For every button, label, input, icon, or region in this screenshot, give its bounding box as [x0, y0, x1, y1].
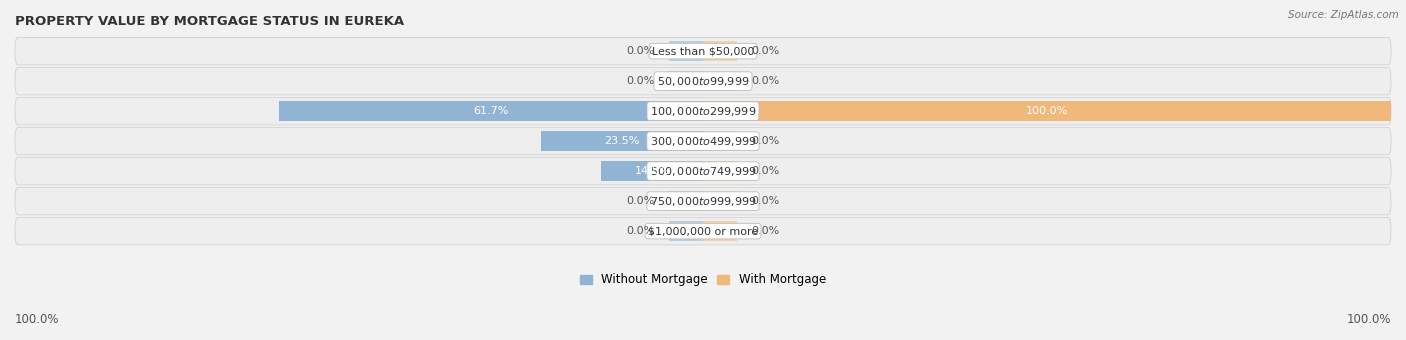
Text: 61.7%: 61.7% [472, 106, 509, 116]
Bar [669, 41, 703, 61]
Text: 0.0%: 0.0% [627, 226, 655, 236]
Text: 0.0%: 0.0% [627, 76, 655, 86]
Bar [541, 131, 703, 151]
Bar [703, 71, 737, 91]
Text: $50,000 to $99,999: $50,000 to $99,999 [657, 74, 749, 88]
Bar [669, 191, 703, 211]
Text: 0.0%: 0.0% [627, 46, 655, 56]
Text: 0.0%: 0.0% [751, 166, 779, 176]
Bar [669, 221, 703, 241]
Bar [703, 101, 1391, 121]
Text: 100.0%: 100.0% [15, 313, 59, 326]
Text: 23.5%: 23.5% [605, 136, 640, 146]
Text: $500,000 to $749,999: $500,000 to $749,999 [650, 165, 756, 177]
Text: 0.0%: 0.0% [751, 196, 779, 206]
Text: Less than $50,000: Less than $50,000 [652, 46, 754, 56]
FancyBboxPatch shape [15, 157, 1391, 185]
Text: $100,000 to $299,999: $100,000 to $299,999 [650, 105, 756, 118]
Legend: Without Mortgage, With Mortgage: Without Mortgage, With Mortgage [581, 273, 825, 286]
FancyBboxPatch shape [15, 187, 1391, 215]
Text: 14.8%: 14.8% [634, 166, 669, 176]
FancyBboxPatch shape [15, 67, 1391, 95]
Bar [703, 191, 737, 211]
Bar [703, 161, 737, 181]
Text: 100.0%: 100.0% [1026, 106, 1069, 116]
Text: 0.0%: 0.0% [627, 196, 655, 206]
FancyBboxPatch shape [15, 127, 1391, 155]
Bar [278, 101, 703, 121]
Text: Source: ZipAtlas.com: Source: ZipAtlas.com [1288, 10, 1399, 20]
Bar [703, 221, 737, 241]
Text: 0.0%: 0.0% [751, 46, 779, 56]
Bar [669, 71, 703, 91]
FancyBboxPatch shape [15, 37, 1391, 65]
FancyBboxPatch shape [15, 97, 1391, 125]
FancyBboxPatch shape [15, 217, 1391, 245]
Bar [703, 131, 737, 151]
Text: $1,000,000 or more: $1,000,000 or more [648, 226, 758, 236]
Text: 0.0%: 0.0% [751, 76, 779, 86]
Text: 0.0%: 0.0% [751, 136, 779, 146]
Text: PROPERTY VALUE BY MORTGAGE STATUS IN EUREKA: PROPERTY VALUE BY MORTGAGE STATUS IN EUR… [15, 15, 404, 28]
Text: $300,000 to $499,999: $300,000 to $499,999 [650, 135, 756, 148]
Text: 0.0%: 0.0% [751, 226, 779, 236]
Text: 100.0%: 100.0% [1347, 313, 1391, 326]
Bar [602, 161, 703, 181]
Bar [703, 41, 737, 61]
Text: $750,000 to $999,999: $750,000 to $999,999 [650, 194, 756, 208]
